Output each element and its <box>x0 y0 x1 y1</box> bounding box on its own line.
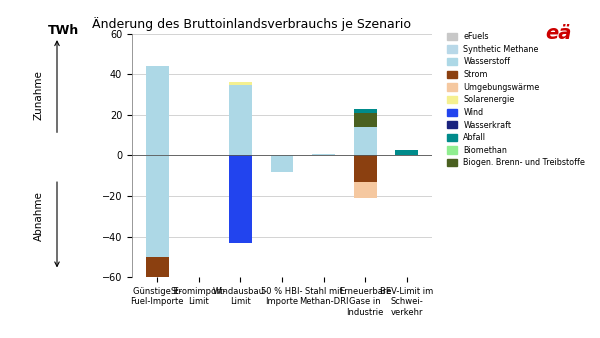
Bar <box>354 182 377 198</box>
Bar <box>229 155 252 243</box>
Text: Abnahme: Abnahme <box>34 191 44 241</box>
Bar <box>146 257 169 283</box>
Bar <box>395 153 418 155</box>
Bar <box>354 127 377 155</box>
Bar <box>395 150 418 153</box>
Bar <box>229 84 252 155</box>
Text: TWh: TWh <box>48 24 79 37</box>
Bar <box>146 66 169 155</box>
Bar <box>312 154 335 155</box>
Bar <box>146 295 169 304</box>
Text: eä: eä <box>545 24 571 43</box>
Bar <box>354 155 377 182</box>
Bar <box>271 155 293 172</box>
Legend: eFuels, Synthetic Methane, Wasserstoff, Strom, Umgebungswärme, Solarenergie, Win: eFuels, Synthetic Methane, Wasserstoff, … <box>444 29 589 171</box>
Bar <box>146 310 169 314</box>
Bar <box>354 113 377 127</box>
Bar <box>146 304 169 306</box>
Bar <box>146 306 169 310</box>
Bar <box>146 155 169 257</box>
Bar <box>229 82 252 84</box>
Bar <box>354 109 377 113</box>
Text: Zunahme: Zunahme <box>34 70 44 120</box>
Bar <box>146 283 169 295</box>
Text: Änderung des Bruttoinlandsverbrauchs je Szenario: Änderung des Bruttoinlandsverbrauchs je … <box>92 17 412 31</box>
